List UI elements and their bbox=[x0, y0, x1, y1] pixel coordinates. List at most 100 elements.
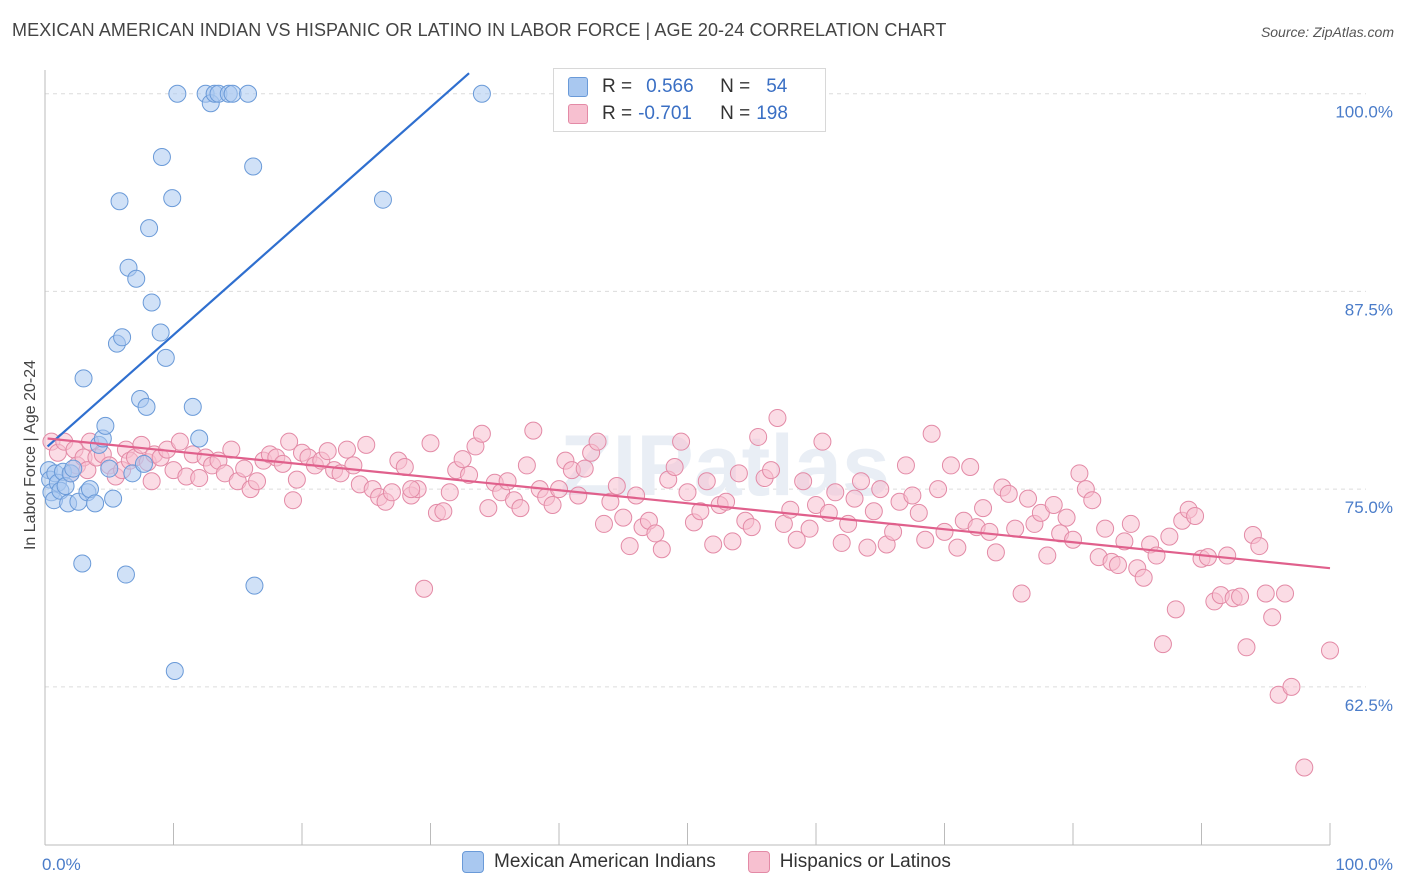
mexican-american-indian-point bbox=[239, 84, 258, 103]
hispanic-or-latino-point bbox=[704, 535, 723, 554]
hispanic-or-latino-point bbox=[588, 432, 607, 451]
hispanic-or-latino-point bbox=[781, 500, 800, 519]
x-tick-label: 0.0% bbox=[42, 855, 81, 874]
hispanic-or-latino-point bbox=[235, 459, 254, 478]
legend-row-mexican-american-indians: R = 0.566 N = 54 bbox=[568, 74, 787, 100]
mexican-american-indian-point bbox=[86, 494, 105, 513]
hispanic-or-latino-point bbox=[248, 472, 267, 491]
source-credit: Source: ZipAtlas.com bbox=[1260, 24, 1394, 40]
hispanic-or-latino-point bbox=[607, 476, 626, 495]
hispanic-or-latino-point bbox=[421, 434, 440, 453]
hispanic-or-latino-point bbox=[215, 464, 234, 483]
y-tick-label: 62.5% bbox=[1345, 696, 1393, 715]
y-tick-label: 75.0% bbox=[1345, 498, 1393, 517]
mexican-american-indian-point bbox=[163, 189, 182, 208]
mexican-american-indian-point bbox=[245, 576, 264, 595]
hispanic-or-latino-point bbox=[594, 514, 613, 533]
hispanic-or-latino-point bbox=[1263, 608, 1282, 627]
hispanic-or-latino-point bbox=[1031, 503, 1050, 522]
hispanic-or-latino-point bbox=[511, 499, 530, 518]
legend-item-mexican-american-indians: Mexican American Indians bbox=[462, 851, 716, 873]
hispanic-or-latino-point bbox=[1276, 584, 1295, 603]
hispanic-or-latino-point bbox=[1282, 677, 1301, 696]
mexican-american-indian-point bbox=[183, 397, 202, 416]
legend-swatch-pink bbox=[568, 104, 588, 124]
hispanic-or-latino-point bbox=[652, 540, 671, 559]
hispanic-or-latino-point bbox=[974, 499, 993, 518]
hispanic-or-latino-point bbox=[1295, 758, 1314, 777]
hispanic-or-latino-point bbox=[614, 508, 633, 527]
hispanics-or-latinos-trend-line bbox=[47, 437, 1331, 570]
hispanic-or-latino-point bbox=[479, 499, 498, 518]
hispanic-or-latino-point bbox=[1166, 600, 1185, 619]
hispanic-or-latino-point bbox=[453, 450, 472, 469]
hispanic-or-latino-point bbox=[697, 472, 716, 491]
mexican-american-indian-point bbox=[190, 429, 209, 448]
hispanic-or-latino-point bbox=[896, 456, 915, 475]
hispanic-or-latino-point bbox=[1108, 556, 1127, 575]
legend-swatch-pink bbox=[747, 851, 770, 873]
hispanic-or-latino-point bbox=[415, 579, 434, 598]
legend-row-hispanics-or-latinos: R = -0.701 N = 198 bbox=[568, 101, 788, 127]
hispanic-or-latino-point bbox=[1134, 568, 1153, 587]
hispanic-or-latino-point bbox=[916, 530, 935, 549]
legend-item-hispanics-or-latinos: Hispanics or Latinos bbox=[747, 851, 951, 873]
hispanic-or-latino-point bbox=[961, 457, 980, 476]
hispanic-or-latino-point bbox=[768, 408, 787, 427]
mexican-american-indian-point bbox=[110, 192, 129, 211]
hispanic-or-latino-point bbox=[434, 502, 453, 521]
hispanic-or-latino-point bbox=[1218, 546, 1237, 565]
mexican-american-indian-point bbox=[74, 369, 93, 388]
hispanic-or-latino-point bbox=[337, 440, 356, 459]
legend-swatch-blue bbox=[462, 851, 484, 873]
mexican-american-indian-point bbox=[116, 565, 135, 584]
mexican-american-indian-point bbox=[64, 459, 83, 478]
y-tick-label: 87.5% bbox=[1345, 300, 1393, 319]
hispanic-or-latino-point bbox=[1083, 491, 1102, 510]
hispanic-or-latino-point bbox=[1012, 584, 1031, 603]
hispanic-or-latino-point bbox=[672, 432, 691, 451]
hispanic-or-latino-point bbox=[762, 461, 781, 480]
mexican-american-indian-point bbox=[113, 328, 132, 347]
hispanic-or-latino-point bbox=[543, 495, 562, 514]
mexican-american-indian-point bbox=[104, 489, 123, 508]
x-tick-labels: 0.0% 100.0% bbox=[42, 855, 1393, 874]
hispanic-or-latino-point bbox=[723, 532, 742, 551]
hispanic-or-latino-point bbox=[1057, 508, 1076, 527]
hispanic-or-latino-point bbox=[280, 432, 299, 451]
hispanic-or-latino-point bbox=[800, 519, 819, 538]
mexican-american-indian-point bbox=[140, 219, 159, 238]
hispanic-or-latino-point bbox=[1237, 638, 1256, 657]
hispanic-or-latino-point bbox=[1019, 489, 1038, 508]
hispanic-or-latino-point bbox=[826, 483, 845, 502]
hispanic-or-latino-point bbox=[1160, 527, 1179, 546]
hispanic-or-latino-point bbox=[1153, 635, 1172, 654]
hispanic-or-latino-point bbox=[382, 483, 401, 502]
mexican-american-indian-point bbox=[168, 84, 187, 103]
mexican-american-indian-point bbox=[165, 662, 184, 681]
hispanic-or-latino-point bbox=[980, 522, 999, 541]
hispanic-or-latino-point bbox=[601, 492, 620, 511]
hispanic-or-latino-point bbox=[903, 486, 922, 505]
mexican-american-indian-point bbox=[223, 84, 242, 103]
axes bbox=[44, 70, 1331, 846]
hispanic-or-latino-point bbox=[948, 538, 967, 557]
hispanic-or-latino-point bbox=[851, 472, 870, 491]
mexican-american-indian-point bbox=[152, 147, 171, 166]
hispanic-or-latino-point bbox=[440, 483, 459, 502]
hispanic-or-latino-point bbox=[357, 435, 376, 454]
hispanic-or-latino-point bbox=[1115, 532, 1134, 551]
legend-label: Hispanics or Latinos bbox=[779, 851, 951, 872]
hispanic-or-latino-point bbox=[941, 456, 960, 475]
legend-r-value: 0.566 bbox=[646, 76, 694, 97]
hispanic-or-latino-point bbox=[1256, 584, 1275, 603]
hispanic-or-latino-point bbox=[909, 503, 928, 522]
hispanic-or-latino-point bbox=[999, 484, 1018, 503]
hispanic-or-latino-point bbox=[691, 502, 710, 521]
hispanic-or-latino-point bbox=[1231, 587, 1250, 606]
legend-n-value: 198 bbox=[756, 103, 788, 124]
hispanic-or-latino-point bbox=[884, 522, 903, 541]
hispanic-or-latino-point bbox=[620, 537, 639, 556]
hispanic-or-latino-point bbox=[665, 457, 684, 476]
